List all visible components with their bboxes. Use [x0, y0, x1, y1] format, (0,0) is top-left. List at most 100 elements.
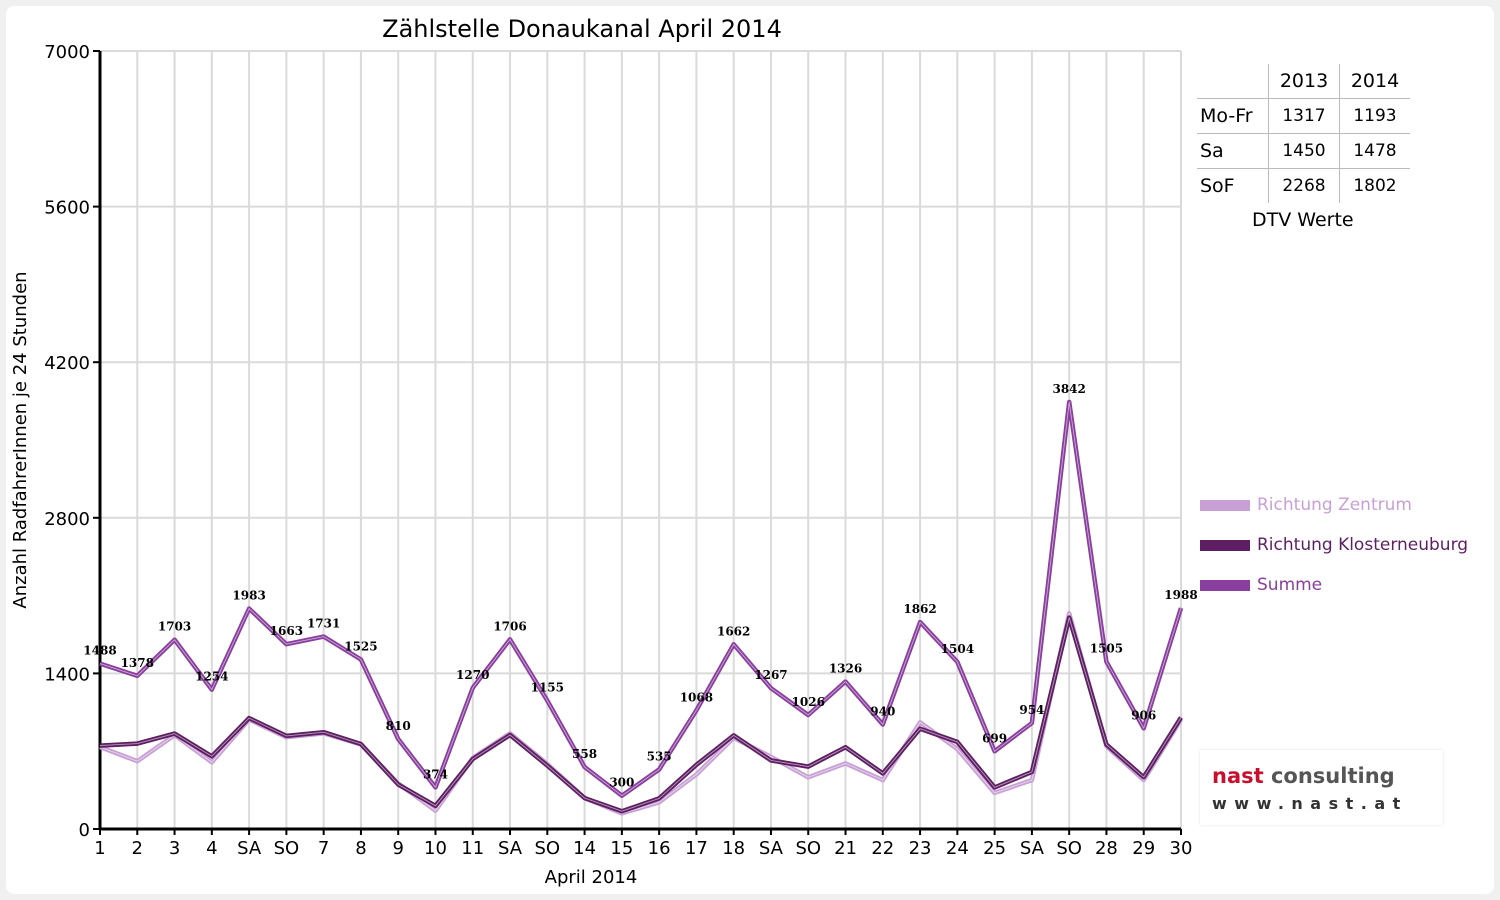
dtv-cell-2013: 1317: [1268, 98, 1340, 134]
dtv-table: 2013 2014 Mo-Fr 1317 1193 Sa 1450 1478 S…: [1197, 64, 1410, 203]
data-label: 1326: [829, 662, 862, 676]
x-tick-label: 17: [685, 838, 708, 859]
legend-item-summe: Summe: [1200, 574, 1322, 596]
dtv-caption: DTV Werte: [1252, 209, 1354, 231]
x-tick-label: 23: [909, 838, 932, 859]
grid-lines: [100, 50, 1182, 829]
logo-url: www.nast.at: [1212, 794, 1408, 813]
x-tick-label: 10: [424, 838, 447, 859]
data-labels: 1488 1378 1703 1254 1983 1663 1731 1525 810 374 12…: [83, 382, 1197, 790]
data-label: 1488: [83, 644, 116, 658]
x-tick-label: 22: [871, 838, 894, 859]
legend-swatch: [1200, 579, 1250, 591]
legend-item-zentrum: Richtung Zentrum: [1200, 494, 1412, 516]
data-label: 1267: [754, 668, 787, 682]
x-tick-label: 14: [573, 838, 596, 859]
series-line-highlight: [99, 401, 1182, 797]
x-tick-label: 25: [983, 838, 1006, 859]
data-label: 1525: [344, 640, 377, 654]
y-tick-label: 2800: [44, 509, 90, 530]
x-tick-label: SA: [759, 838, 784, 859]
x-tick-label: 28: [1095, 838, 1118, 859]
data-label: 1068: [680, 690, 713, 704]
dtv-row-sa: Sa 1450 1478: [1197, 133, 1410, 169]
legend-swatch: [1200, 539, 1250, 551]
y-tick-label: 1400: [44, 664, 90, 685]
dtv-cell-2014: 1193: [1339, 98, 1410, 134]
data-label: 906: [1131, 708, 1156, 722]
legend-swatch: [1200, 499, 1250, 511]
x-tick-label: 7: [318, 838, 329, 859]
data-label: 374: [423, 767, 448, 781]
dtv-header-row: 2013 2014: [1197, 64, 1410, 99]
x-tick-label: 30: [1170, 838, 1193, 859]
data-label: 1731: [307, 617, 340, 631]
series-lines: [99, 399, 1184, 816]
y-tick-label: 4200: [44, 353, 90, 374]
dtv-row-mofr: Mo-Fr 1317 1193: [1197, 98, 1410, 134]
chart-title: Zählstelle Donaukanal April 2014: [382, 15, 782, 43]
y-axis-label: Anzahl RadfahrerInnen je 24 Stunden: [10, 271, 31, 608]
data-label: 1983: [232, 589, 265, 603]
dtv-row-label: Mo-Fr: [1197, 98, 1269, 134]
data-label: 699: [982, 731, 1007, 745]
data-label: 1504: [941, 642, 974, 656]
data-label: 535: [647, 750, 672, 764]
y-tick-label: 0: [79, 820, 90, 841]
legend-item-klosterneuburg: Richtung Klosterneuburg: [1200, 534, 1468, 556]
dtv-cell-2013: 2268: [1268, 168, 1340, 203]
data-label: 1662: [717, 624, 750, 638]
data-label: 1988: [1164, 588, 1197, 602]
x-tick-label: 18: [722, 838, 745, 859]
data-label: 810: [386, 719, 411, 733]
x-tick-label: 3: [169, 838, 180, 859]
x-tick-label: 1: [94, 838, 105, 859]
data-label: 1378: [121, 656, 154, 670]
x-tick-label: SO: [1056, 838, 1082, 859]
data-label: 940: [870, 705, 895, 719]
data-label: 1706: [493, 619, 526, 633]
x-tick-label: SA: [498, 838, 523, 859]
data-label: 1026: [792, 695, 825, 709]
data-label: 300: [609, 776, 634, 790]
x-tick-label: SO: [535, 838, 561, 859]
x-tick-label: 29: [1132, 838, 1155, 859]
data-label: 1703: [158, 620, 191, 634]
x-tick-label: SO: [795, 838, 821, 859]
data-label: 1155: [531, 681, 564, 695]
dtv-row-sof: SoF 2268 1802: [1197, 168, 1410, 203]
logo-brand: nast consulting: [1212, 764, 1395, 788]
x-tick-label: 15: [610, 838, 633, 859]
legend-label: Richtung Klosterneuburg: [1257, 535, 1469, 555]
x-tick-label: SA: [237, 838, 262, 859]
x-tick-label: 9: [392, 838, 403, 859]
data-label: 1862: [903, 602, 936, 616]
x-tick-label: 4: [206, 838, 217, 859]
data-label: 954: [1019, 703, 1044, 717]
series-line-highlight: [99, 617, 1182, 812]
dtv-row-label: SoF: [1197, 168, 1269, 203]
data-label: 1254: [195, 670, 228, 684]
legend-label: Summe: [1257, 575, 1323, 595]
y-tick-label: 7000: [44, 42, 90, 63]
dtv-row-label: Sa: [1197, 133, 1269, 169]
dtv-cell-2013: 1450: [1268, 133, 1340, 169]
nast-consulting-logo: nast consulting www.nast.at: [1200, 750, 1443, 825]
y-tick-label: 5600: [44, 198, 90, 219]
dtv-header-2013: 2013: [1268, 64, 1340, 99]
x-tick-label: 11: [461, 838, 484, 859]
x-tick-label: SA: [1020, 838, 1045, 859]
dtv-cell-2014: 1802: [1339, 168, 1410, 203]
x-tick-label: 2: [132, 838, 143, 859]
data-label: 1663: [270, 624, 303, 638]
dtv-cell-2014: 1478: [1339, 133, 1410, 169]
x-tick-label: 16: [648, 838, 671, 859]
data-label: 1270: [456, 668, 489, 682]
logo-brand-consulting: consulting: [1270, 764, 1395, 788]
x-tick-label: 21: [834, 838, 857, 859]
x-tick-label: 24: [946, 838, 969, 859]
x-tick-label: SO: [274, 838, 300, 859]
x-tick-label: 8: [355, 838, 366, 859]
